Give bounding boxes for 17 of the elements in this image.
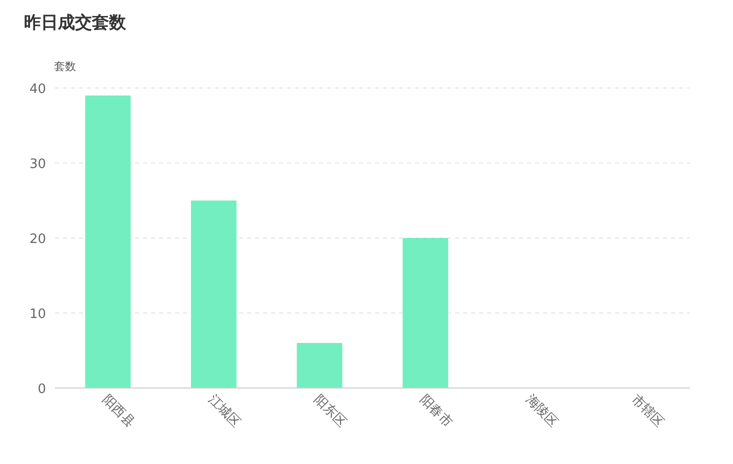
y-axis-title: 套数 <box>54 60 76 73</box>
x-tick-label: 阳东区 <box>310 392 349 430</box>
y-tick-label: 40 <box>29 82 46 97</box>
x-tick-label: 阳春市 <box>416 392 455 430</box>
bar <box>296 343 342 388</box>
bar <box>85 96 131 388</box>
bar <box>190 200 237 388</box>
y-tick-label: 20 <box>29 232 46 247</box>
y-tick-label: 30 <box>29 157 46 172</box>
chart-title: 昨日成交套数 <box>24 13 127 33</box>
y-tick-label: 0 <box>38 382 46 397</box>
x-tick-label: 市辖区 <box>628 392 666 430</box>
x-tick-label: 海陵区 <box>522 392 561 430</box>
x-tick-label: 阳西县 <box>99 392 138 430</box>
x-tick-label: 江城区 <box>204 392 244 430</box>
y-tick-label: 10 <box>29 307 46 322</box>
bar <box>402 238 448 388</box>
